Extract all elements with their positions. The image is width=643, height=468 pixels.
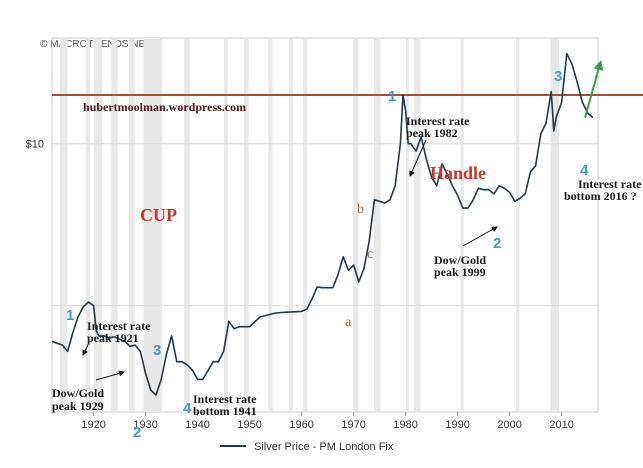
y-tick-label: $10 xyxy=(26,139,44,151)
ir-1982-line1: Interest rate xyxy=(406,114,470,128)
shaded-period-17 xyxy=(515,38,520,412)
x-tick-label: 1960 xyxy=(289,419,313,431)
ir-1921-line1: Interest rate xyxy=(87,319,151,333)
y-axis-ticks: $10 xyxy=(26,139,44,151)
x-tick-label: 1970 xyxy=(341,419,365,431)
shaded-period-1 xyxy=(85,38,90,412)
shaded-period-7 xyxy=(224,38,228,412)
shaded-period-15 xyxy=(413,38,421,412)
shaded-period-13 xyxy=(373,38,381,412)
wave-label-2-right: 2 xyxy=(493,235,501,252)
wave-label-3-right: 3 xyxy=(554,68,562,85)
ir-1921-arrow xyxy=(82,344,89,356)
ir-1941-line2: bottom 1941 xyxy=(193,404,257,418)
x-axis-ticks: 1920 1930 1940 1950 1960 1970 1980 1990 2000 2010 xyxy=(81,412,574,431)
point-label-c: c xyxy=(367,247,373,262)
shaded-period-2 xyxy=(94,38,102,412)
wave-label-2-left: 2 xyxy=(133,424,141,441)
ir-1982-arrow xyxy=(409,139,427,177)
plot-frame xyxy=(51,37,599,413)
handle-label: Handle xyxy=(430,163,486,183)
x-tick-label: 1990 xyxy=(445,419,469,431)
gridlines xyxy=(52,143,598,307)
shaded-period-10 xyxy=(289,38,293,412)
wave-label-4-left: 4 xyxy=(183,400,192,417)
cup-label: CUP xyxy=(140,205,177,225)
point-label-a: a xyxy=(345,315,352,330)
wave-label-1-left: 1 xyxy=(66,307,74,324)
dowgold-1929-line2: peak 1929 xyxy=(52,399,104,413)
shaded-period-16 xyxy=(460,38,464,412)
ir-1982-line2: peak 1982 xyxy=(406,126,458,140)
x-tick-label: 1920 xyxy=(81,419,105,431)
legend-label: Silver Price - PM London Fix xyxy=(254,441,394,453)
wave-label-1-peak: 1 xyxy=(388,88,396,105)
shaded-period-12 xyxy=(353,38,359,412)
shaded-period-6 xyxy=(184,38,190,412)
x-tick-label: 1940 xyxy=(185,419,209,431)
x-tick-label: 2000 xyxy=(497,419,521,431)
site-label: hubertmoolman.wordpress.com xyxy=(83,100,246,114)
dowgold-1929-arrow xyxy=(95,370,125,381)
dowgold-1999-line1: Dow/Gold xyxy=(434,253,486,267)
legend: Silver Price - PM London Fix xyxy=(220,441,394,453)
shaded-period-11 xyxy=(303,38,308,412)
shaded-period-9 xyxy=(268,38,273,412)
shaded-period-14 xyxy=(406,38,409,412)
ir-2016-line2: bottom 2016 ? xyxy=(564,189,637,203)
shaded-period-5 xyxy=(143,38,163,412)
x-tick-label: 1950 xyxy=(237,419,261,431)
silver-price-line xyxy=(51,52,594,396)
ir-1921-line2: peak 1921 xyxy=(87,331,139,345)
ir-1941-line1: Interest rate xyxy=(193,392,257,406)
shaded-period-8 xyxy=(243,38,249,412)
ir-2016-line1: Interest rate xyxy=(578,177,642,191)
point-label-b: b xyxy=(357,202,364,217)
annotations: hubertmoolman.wordpress.com CUP Handle 1… xyxy=(52,68,642,441)
dowgold-1929-line1: Dow/Gold xyxy=(52,386,104,400)
x-tick-label: 1930 xyxy=(133,419,157,431)
wave-label-3-left: 3 xyxy=(153,342,161,359)
x-tick-label: 1980 xyxy=(393,419,417,431)
projection-arrow xyxy=(584,60,604,118)
shaded-periods xyxy=(59,38,559,412)
shaded-period-4 xyxy=(128,38,135,412)
x-tick-label: 2010 xyxy=(549,419,573,431)
dowgold-1999-line2: peak 1999 xyxy=(434,265,486,279)
shaded-period-18 xyxy=(550,38,559,412)
shaded-period-0 xyxy=(59,38,68,412)
wave-label-4-right: 4 xyxy=(580,162,589,179)
shaded-period-3 xyxy=(111,38,118,412)
dowgold-1999-arrow xyxy=(462,226,498,247)
